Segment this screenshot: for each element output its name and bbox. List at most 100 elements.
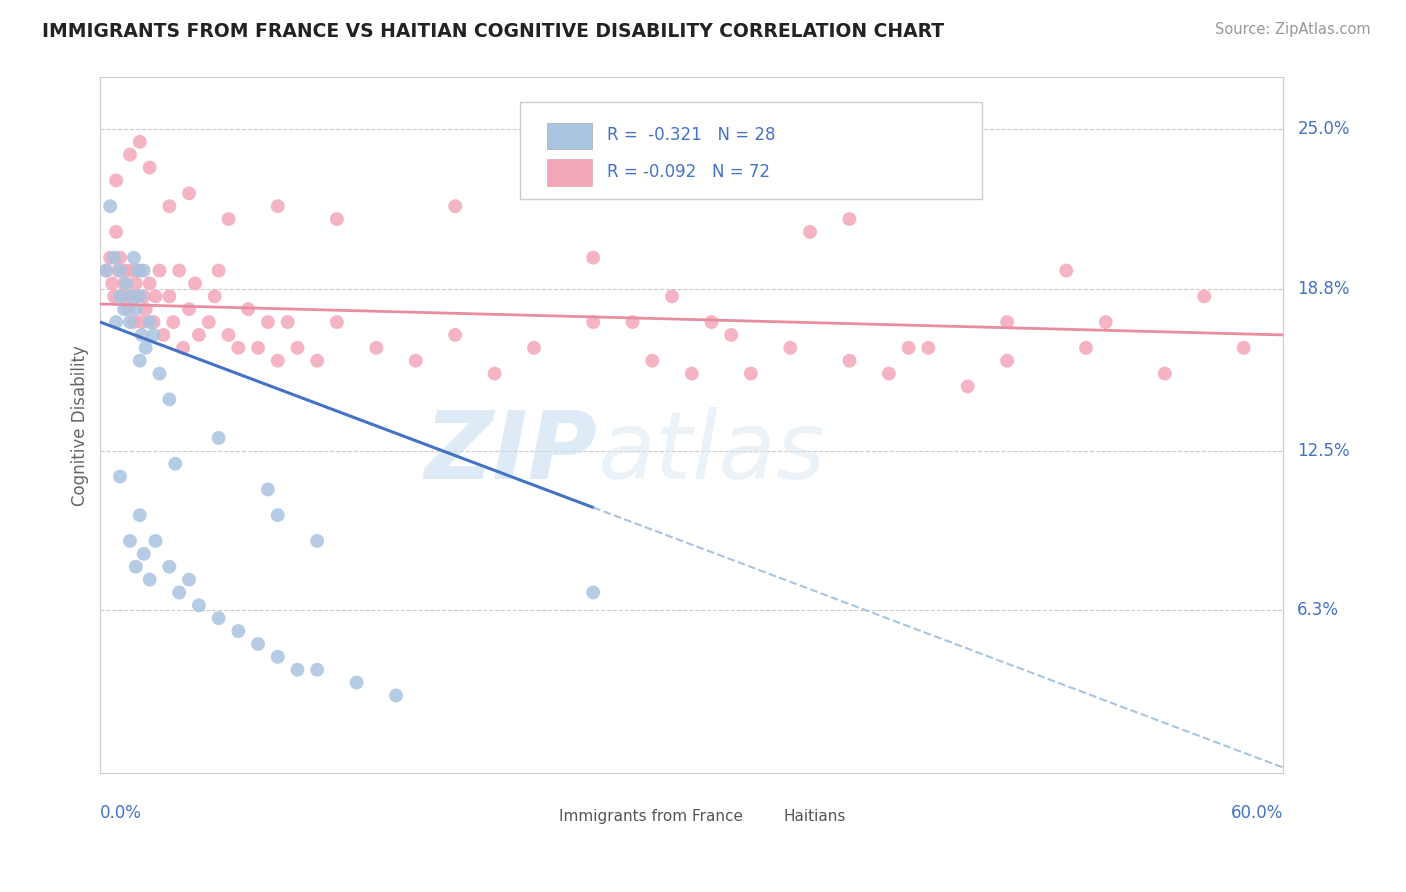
Point: [641, 353, 664, 368]
Text: atlas: atlas: [598, 408, 825, 499]
Point: [247, 637, 270, 651]
Point: [122, 251, 145, 265]
Point: [277, 315, 299, 329]
Point: [162, 315, 184, 329]
Text: R = -0.092   N = 72: R = -0.092 N = 72: [606, 162, 769, 181]
Point: [125, 559, 148, 574]
Bar: [526, 811, 553, 826]
Point: [799, 225, 821, 239]
Point: [138, 315, 160, 329]
Point: [112, 277, 135, 291]
Point: [118, 147, 141, 161]
Point: [148, 263, 170, 277]
Point: [207, 611, 229, 625]
Point: [157, 289, 180, 303]
Text: ZIP: ZIP: [425, 407, 598, 499]
Point: [1233, 341, 1256, 355]
Point: [128, 263, 150, 277]
Point: [131, 328, 153, 343]
Point: [779, 341, 801, 355]
Point: [127, 289, 149, 303]
Point: [128, 289, 150, 303]
Point: [157, 392, 180, 407]
Point: [838, 212, 860, 227]
Point: [267, 649, 290, 664]
Point: [444, 328, 467, 343]
Point: [207, 431, 229, 445]
Point: [326, 212, 349, 227]
Point: [267, 199, 290, 213]
Point: [96, 263, 118, 277]
Point: [228, 624, 250, 638]
Point: [187, 599, 209, 613]
Point: [1194, 289, 1216, 303]
Point: [103, 251, 125, 265]
Point: [96, 263, 118, 277]
Point: [661, 289, 683, 303]
Point: [135, 341, 157, 355]
Point: [307, 533, 329, 548]
Point: [105, 315, 128, 329]
Point: [720, 328, 742, 343]
Point: [131, 315, 153, 329]
FancyBboxPatch shape: [520, 102, 981, 199]
Point: [917, 341, 939, 355]
Text: 12.5%: 12.5%: [1298, 442, 1350, 459]
Point: [177, 302, 200, 317]
Point: [142, 315, 165, 329]
Bar: [751, 811, 778, 826]
Point: [98, 199, 121, 213]
Point: [167, 585, 190, 599]
Point: [128, 508, 150, 523]
Point: [366, 341, 388, 355]
Point: [995, 353, 1018, 368]
Bar: [547, 159, 592, 186]
Point: [148, 367, 170, 381]
Point: [125, 277, 148, 291]
Point: [101, 277, 124, 291]
Point: [204, 289, 226, 303]
Point: [138, 161, 160, 175]
Point: [108, 251, 131, 265]
Point: [172, 341, 194, 355]
Point: [897, 341, 920, 355]
Point: [444, 199, 467, 213]
Point: [1153, 367, 1175, 381]
Point: [995, 315, 1018, 329]
Point: [207, 263, 229, 277]
Point: [165, 457, 187, 471]
Point: [1094, 315, 1116, 329]
Point: [228, 341, 250, 355]
Text: Source: ZipAtlas.com: Source: ZipAtlas.com: [1215, 22, 1371, 37]
Point: [135, 302, 157, 317]
Point: [98, 251, 121, 265]
Point: [118, 533, 141, 548]
Point: [257, 315, 280, 329]
Point: [218, 328, 240, 343]
Point: [197, 315, 219, 329]
Point: [582, 251, 605, 265]
Point: [681, 367, 703, 381]
Point: [247, 341, 270, 355]
Point: [117, 302, 139, 317]
Point: [127, 263, 149, 277]
Point: [111, 289, 134, 303]
Point: [484, 367, 506, 381]
Point: [218, 212, 240, 227]
Point: [184, 277, 207, 291]
Point: [877, 367, 900, 381]
Bar: [547, 123, 592, 149]
Point: [385, 689, 408, 703]
Point: [238, 302, 260, 317]
Point: [138, 277, 160, 291]
Y-axis label: Cognitive Disability: Cognitive Disability: [72, 344, 89, 506]
Point: [582, 315, 605, 329]
Point: [107, 263, 129, 277]
Point: [108, 289, 131, 303]
Point: [267, 353, 290, 368]
Text: Haitians: Haitians: [785, 809, 846, 824]
Point: [287, 341, 309, 355]
Point: [838, 353, 860, 368]
Text: 0.0%: 0.0%: [100, 804, 142, 822]
Point: [307, 353, 329, 368]
